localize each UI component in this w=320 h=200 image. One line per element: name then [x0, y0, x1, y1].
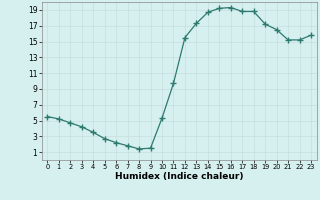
X-axis label: Humidex (Indice chaleur): Humidex (Indice chaleur) — [115, 172, 244, 181]
